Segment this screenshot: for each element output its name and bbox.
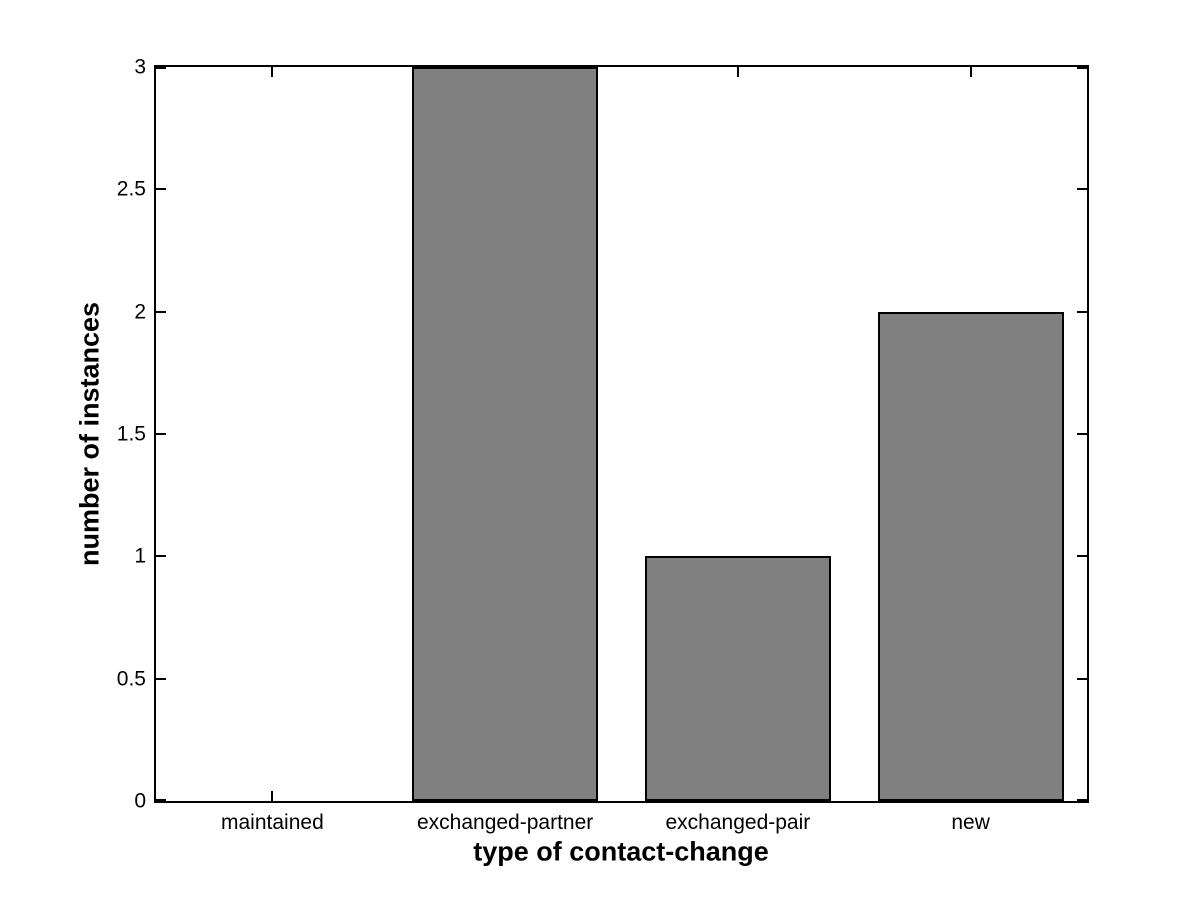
y-tick: [156, 677, 166, 680]
y-tick-label: 0.5: [116, 667, 146, 691]
bar: [412, 67, 599, 801]
y-tick-label: 0: [134, 789, 146, 813]
x-tick-label: exchanged-partner: [416, 811, 594, 834]
x-tick-mirror: [969, 67, 972, 77]
y-tick-label: 3: [134, 55, 146, 79]
bar: [644, 556, 831, 801]
y-tick-mirror: [1077, 433, 1087, 435]
y-tick-mirror: [1077, 67, 1087, 69]
plot-area: [154, 65, 1089, 803]
y-tick-mirror: [1077, 310, 1087, 313]
y-tick: [156, 310, 166, 313]
x-tick-labels: maintained exchanged-partner exchanged-pai…: [156, 810, 1087, 840]
y-tick-mirror: [1077, 677, 1087, 680]
y-tick: [156, 67, 166, 69]
x-tick-label: exchanged-pair: [665, 811, 811, 834]
y-tick: [156, 555, 166, 558]
y-tick-label: 2: [134, 300, 146, 324]
x-tick-mirror: [271, 67, 274, 77]
y-tick-labels: 0 0.5 1 1.5 2 2.5 3: [0, 57, 146, 812]
y-tick-label: 2.5: [116, 177, 146, 201]
x-tick-label: new: [951, 811, 990, 834]
y-tick-mirror: [1077, 188, 1087, 191]
x-tick-label: maintained: [221, 811, 324, 834]
y-tick-mirror: [1077, 799, 1087, 801]
x-tick-mirror: [736, 67, 739, 77]
y-tick: [156, 799, 166, 801]
y-tick-label: 1.5: [116, 422, 146, 446]
x-axis-label: type of contact-change: [473, 836, 769, 867]
x-tick: [271, 791, 274, 801]
bar: [877, 311, 1064, 801]
y-tick: [156, 188, 166, 191]
y-tick: [156, 433, 166, 435]
y-tick-label: 1: [134, 544, 146, 568]
y-tick-mirror: [1077, 555, 1087, 558]
